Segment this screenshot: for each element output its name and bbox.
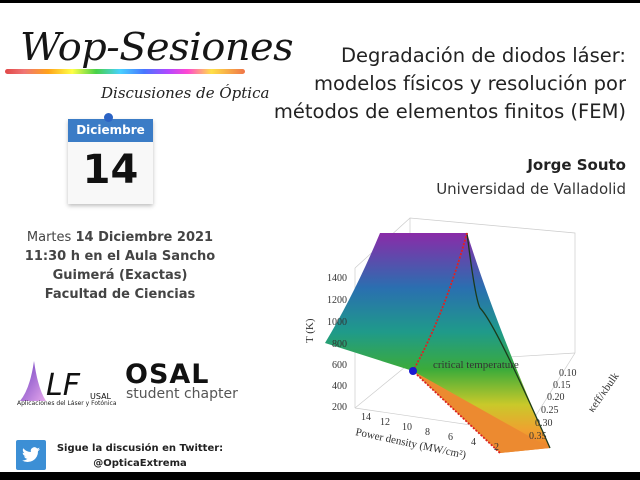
calendar-day: 14 (82, 147, 139, 193)
svg-text:0.35: 0.35 (529, 431, 547, 442)
event-weekday: Martes (26, 230, 72, 245)
twitter-handle[interactable]: @OpticaExtrema (93, 458, 187, 469)
event-room: Guimerá (Exactas) (52, 268, 188, 283)
alf-subtitle: Aplicaciones del Láser y Fotónica (17, 400, 117, 407)
svg-text:4: 4 (471, 437, 476, 448)
calendar-icon: Diciembre 14 (68, 113, 153, 204)
svg-text:0.30: 0.30 (535, 418, 553, 429)
svg-text:0.25: 0.25 (541, 405, 559, 416)
svg-text:600: 600 (332, 360, 347, 371)
svg-text:0.10: 0.10 (559, 368, 577, 379)
event-date: 14 Diciembre 2021 (75, 230, 214, 245)
svg-text:0.15: 0.15 (553, 380, 571, 391)
event-faculty: Facultad de Ciencias (44, 287, 196, 302)
svg-text:2: 2 (494, 442, 499, 453)
talk-title: Degradación de diodos láser: modelos fís… (274, 42, 626, 126)
logo-subtitle: Discusiones de Óptica (101, 84, 270, 102)
osal-subtitle: student chapter (126, 386, 238, 402)
surface-plot: critical temperature 1400 1200 1000 800 600… (304, 217, 622, 461)
svg-text:14: 14 (361, 412, 371, 423)
z-axis-label: T (K) (304, 318, 316, 343)
svg-text:12: 12 (380, 417, 390, 428)
osal-logo: OSAL (125, 359, 210, 390)
event-time-place: 11:30 h en el Aula Sancho (24, 249, 216, 264)
svg-text:1400: 1400 (327, 273, 347, 284)
svg-text:200: 200 (332, 402, 347, 413)
y-axis-label: κeff/κbulk (586, 370, 622, 415)
svg-text:6: 6 (448, 432, 453, 443)
alf-logo: LF USAL (20, 361, 112, 403)
svg-text:10: 10 (402, 422, 412, 433)
slide: Wop-Sesiones Discusiones de Óptica Dicie… (0, 3, 640, 472)
twitter-text: Sigue la discusión en Twitter: @OpticaEx… (50, 441, 230, 471)
critical-point-marker (409, 367, 417, 375)
pin-icon (104, 113, 113, 122)
wop-sesiones-logo: Wop-Sesiones (20, 25, 294, 69)
alf-usal: USAL (90, 392, 112, 401)
twitter-icon (16, 440, 46, 470)
event-info: Martes 14 Diciembre 2021 11:30 h en el A… (0, 228, 240, 304)
svg-text:1200: 1200 (327, 295, 347, 306)
rainbow-bar (5, 69, 245, 74)
svg-text:0.20: 0.20 (547, 392, 565, 403)
svg-text:800: 800 (332, 339, 347, 350)
calendar-month: Diciembre (68, 119, 153, 142)
svg-text:1000: 1000 (327, 317, 347, 328)
twitter-line: Sigue la discusión en Twitter: (56, 443, 224, 454)
speaker-name: Jorge Souto (527, 156, 626, 174)
title-line-1: Degradación de diodos láser: (340, 44, 626, 67)
svg-text:400: 400 (332, 381, 347, 392)
title-line-2: modelos físicos y resolución por (313, 72, 626, 95)
speaker-affiliation: Universidad de Valladolid (436, 180, 626, 198)
annotation-critical: critical temperature (433, 359, 519, 371)
svg-text:8: 8 (425, 427, 430, 438)
title-line-3: métodos de elementos finitos (FEM) (273, 100, 626, 123)
alf-text: LF (46, 368, 81, 403)
